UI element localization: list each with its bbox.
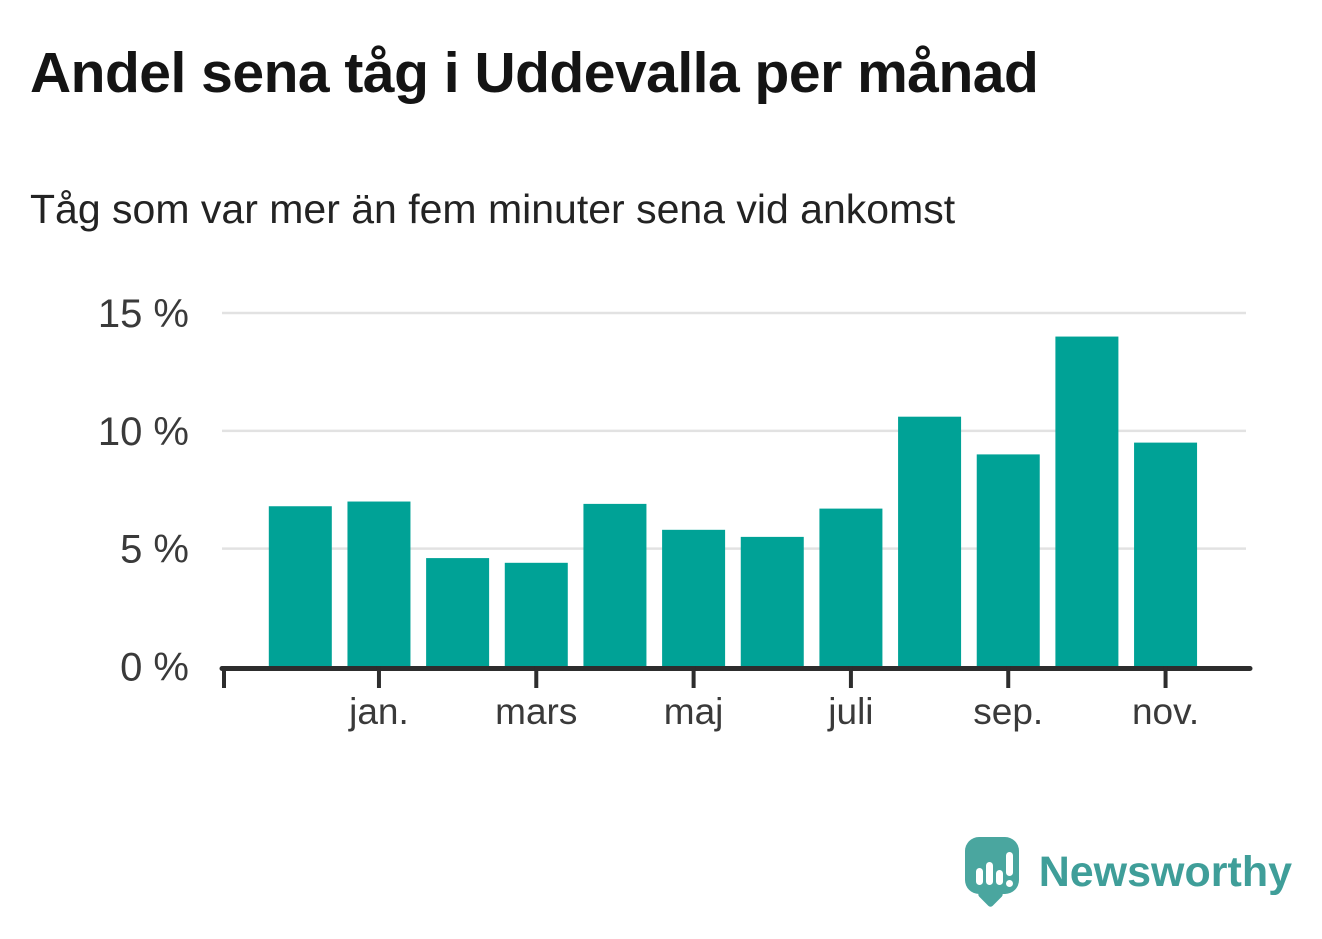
x-axis-tick-label: mars bbox=[495, 691, 577, 732]
newsworthy-logo: Newsworthy bbox=[964, 827, 1292, 917]
bar bbox=[740, 536, 804, 669]
chart-subtitle: Tåg som var mer än fem minuter sena vid … bbox=[30, 186, 956, 232]
x-axis-tick-label: maj bbox=[664, 691, 724, 732]
bar bbox=[268, 506, 332, 669]
bar bbox=[347, 501, 411, 669]
bar bbox=[583, 503, 647, 669]
newsworthy-brand-text: Newsworthy bbox=[1038, 847, 1292, 896]
bar bbox=[504, 562, 568, 669]
bar bbox=[819, 508, 883, 669]
y-axis-tick-label: 0 % bbox=[120, 646, 189, 690]
bar bbox=[1055, 336, 1119, 669]
bar bbox=[662, 529, 726, 669]
y-axis-tick-label: 10 % bbox=[98, 410, 189, 454]
newsworthy-speech-bubble-chart-icon bbox=[964, 833, 1019, 911]
bar bbox=[898, 416, 962, 669]
bar bbox=[1134, 442, 1198, 669]
y-axis-tick-label: 5 % bbox=[120, 528, 189, 572]
bar bbox=[426, 558, 490, 669]
chart-title: Andel sena tåg i Uddevalla per månad bbox=[30, 41, 1039, 105]
x-axis-tick-label: nov. bbox=[1132, 691, 1199, 732]
bar bbox=[976, 454, 1040, 669]
x-axis-tick-label: jan. bbox=[348, 691, 409, 732]
y-axis-tick-label: 15 % bbox=[98, 292, 189, 336]
x-axis-tick-label: juli bbox=[827, 691, 873, 732]
x-axis-tick-label: sep. bbox=[973, 691, 1043, 732]
